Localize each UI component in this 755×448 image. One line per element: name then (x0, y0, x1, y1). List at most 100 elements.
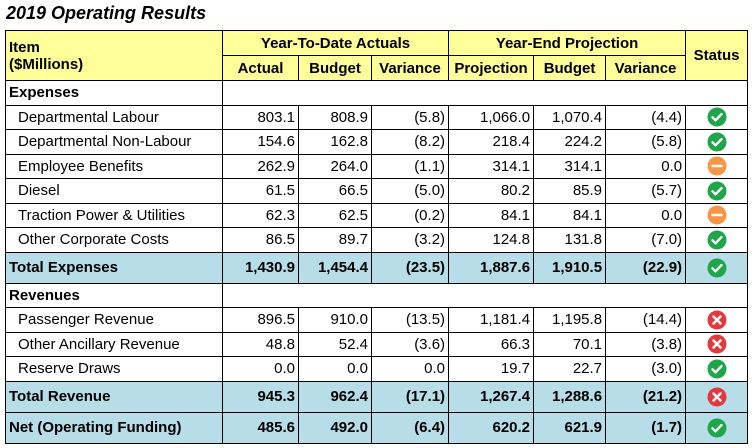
status-icon-ok (707, 418, 727, 437)
cell-value: 0.0 (298, 356, 372, 382)
row-label: Departmental Non-Labour (5, 129, 223, 155)
cell-value: 89.7 (298, 227, 372, 253)
cell-value: 84.1 (448, 202, 535, 228)
cell-value: (3.0) (605, 356, 687, 382)
data-row: Employee Benefits 262.9 264.0 (1.1) 314.1 314… (5, 153, 749, 179)
cell-value: 910.0 (298, 307, 372, 333)
status-cell (685, 178, 749, 204)
cell-value: 131.8 (533, 227, 607, 253)
cell-value: 1,181.4 (448, 307, 535, 333)
cell-value: (23.5) (370, 251, 450, 284)
data-row: Other Ancillary Revenue 48.8 52.4 (3.6) 66.3… (5, 331, 749, 357)
cell-value: (5.7) (605, 178, 687, 204)
status-cell (685, 331, 749, 357)
cell-value: 621.9 (533, 411, 607, 444)
row-label: Departmental Labour (5, 104, 223, 130)
row-label: Net (Operating Funding) (5, 411, 223, 444)
data-row: Departmental Non-Labour 154.6 162.8 (8.2) 21… (5, 129, 749, 155)
status-icon-ok (707, 132, 727, 152)
cell-value: 0.0 (605, 202, 687, 228)
column-header: Projection (448, 55, 535, 81)
cell-value: 1,195.8 (533, 307, 607, 333)
cell-value: 808.9 (298, 104, 372, 130)
cell-value: 314.1 (533, 153, 607, 179)
cell-value: 85.9 (533, 178, 607, 204)
cell-value: (6.4) (370, 411, 450, 444)
row-label: Employee Benefits (5, 153, 223, 179)
row-label: Other Ancillary Revenue (5, 331, 223, 357)
cell-value: 48.8 (222, 331, 299, 357)
header-row: Item ($Millions) Year-To-Date Actuals Yea… (5, 30, 749, 81)
cell-value: 1,887.6 (448, 251, 535, 284)
section-row: Revenues (5, 282, 749, 308)
cell-value: 962.4 (298, 380, 372, 413)
cell-value: 620.2 (448, 411, 535, 444)
status-cell (685, 411, 749, 444)
cell-value: 162.8 (298, 129, 372, 155)
cell-value: (3.6) (370, 331, 450, 357)
cell-value: (8.2) (370, 129, 450, 155)
status-icon-neutral (707, 205, 727, 225)
total-row: Net (Operating Funding) 485.6 492.0 (6.4) 62… (5, 411, 749, 444)
total-row: Total Expenses 1,430.9 1,454.4 (23.5) 1,887.… (5, 251, 749, 284)
cell-value: 154.6 (222, 129, 299, 155)
status-cell (685, 129, 749, 155)
row-label: Passenger Revenue (5, 307, 223, 333)
status-cell (685, 202, 749, 228)
column-header: Budget (533, 55, 607, 81)
status-cell (685, 227, 749, 253)
item-header: Item ($Millions) (5, 30, 223, 81)
section-name: Expenses (5, 80, 223, 106)
cell-value: 262.9 (222, 153, 299, 179)
cell-value: 1,267.4 (448, 380, 535, 413)
status-cell (685, 356, 749, 382)
cell-value: (21.2) (605, 380, 687, 413)
status-icon-bad (707, 310, 727, 330)
cell-value: 485.6 (222, 411, 299, 444)
status-icon-ok (707, 258, 727, 277)
cell-value: 19.7 (448, 356, 535, 382)
section-row: Expenses (5, 80, 749, 106)
table-body: Expenses Departmental Labour 803.1 808.9 (5.… (5, 80, 749, 444)
status-icon-neutral (707, 156, 727, 176)
section-fill (221, 80, 749, 106)
cell-value: 86.5 (222, 227, 299, 253)
status-icon-ok (707, 359, 727, 379)
cell-value: 1,070.4 (533, 104, 607, 130)
column-header: Actual (222, 55, 299, 81)
status-cell (685, 251, 749, 284)
cell-value: 0.0 (370, 356, 450, 382)
cell-value: 80.2 (448, 178, 535, 204)
cell-value: 492.0 (298, 411, 372, 444)
cell-value: 84.1 (533, 202, 607, 228)
cell-value: 314.1 (448, 153, 535, 179)
cell-value: 1,066.0 (448, 104, 535, 130)
section-fill (221, 282, 749, 308)
cell-value: 224.2 (533, 129, 607, 155)
status-icon-ok (707, 107, 727, 127)
header-row: Actual Budget Variance Projection Budget Vari… (6, 55, 748, 81)
cell-value: 1,430.9 (222, 251, 299, 284)
row-label: Traction Power & Utilities (5, 202, 223, 228)
cell-value: (7.0) (605, 227, 687, 253)
cell-value: 803.1 (222, 104, 299, 130)
cell-value: 61.5 (222, 178, 299, 204)
row-label: Total Expenses (5, 251, 223, 284)
cell-value: (3.2) (370, 227, 450, 253)
cell-value: 62.5 (298, 202, 372, 228)
data-row: Diesel 61.5 66.5 (5.0) 80.2 85.9 (5.7) (5, 178, 749, 204)
results-table: Item ($Millions) Year-To-Date Actuals Yea… (5, 30, 749, 444)
row-label: Reserve Draws (5, 356, 223, 382)
column-header: Variance (370, 55, 450, 81)
status-cell (685, 153, 749, 179)
cell-value: (1.7) (605, 411, 687, 444)
cell-value: 1,454.4 (298, 251, 372, 284)
cell-value: 22.7 (533, 356, 607, 382)
cell-value: (5.8) (370, 104, 450, 130)
cell-value: (1.1) (370, 153, 450, 179)
total-row: Total Revenue 945.3 962.4 (17.1) 1,267.4 1,28… (5, 380, 749, 413)
cell-value: 70.1 (533, 331, 607, 357)
cell-value: 264.0 (298, 153, 372, 179)
cell-value: (5.0) (370, 178, 450, 204)
